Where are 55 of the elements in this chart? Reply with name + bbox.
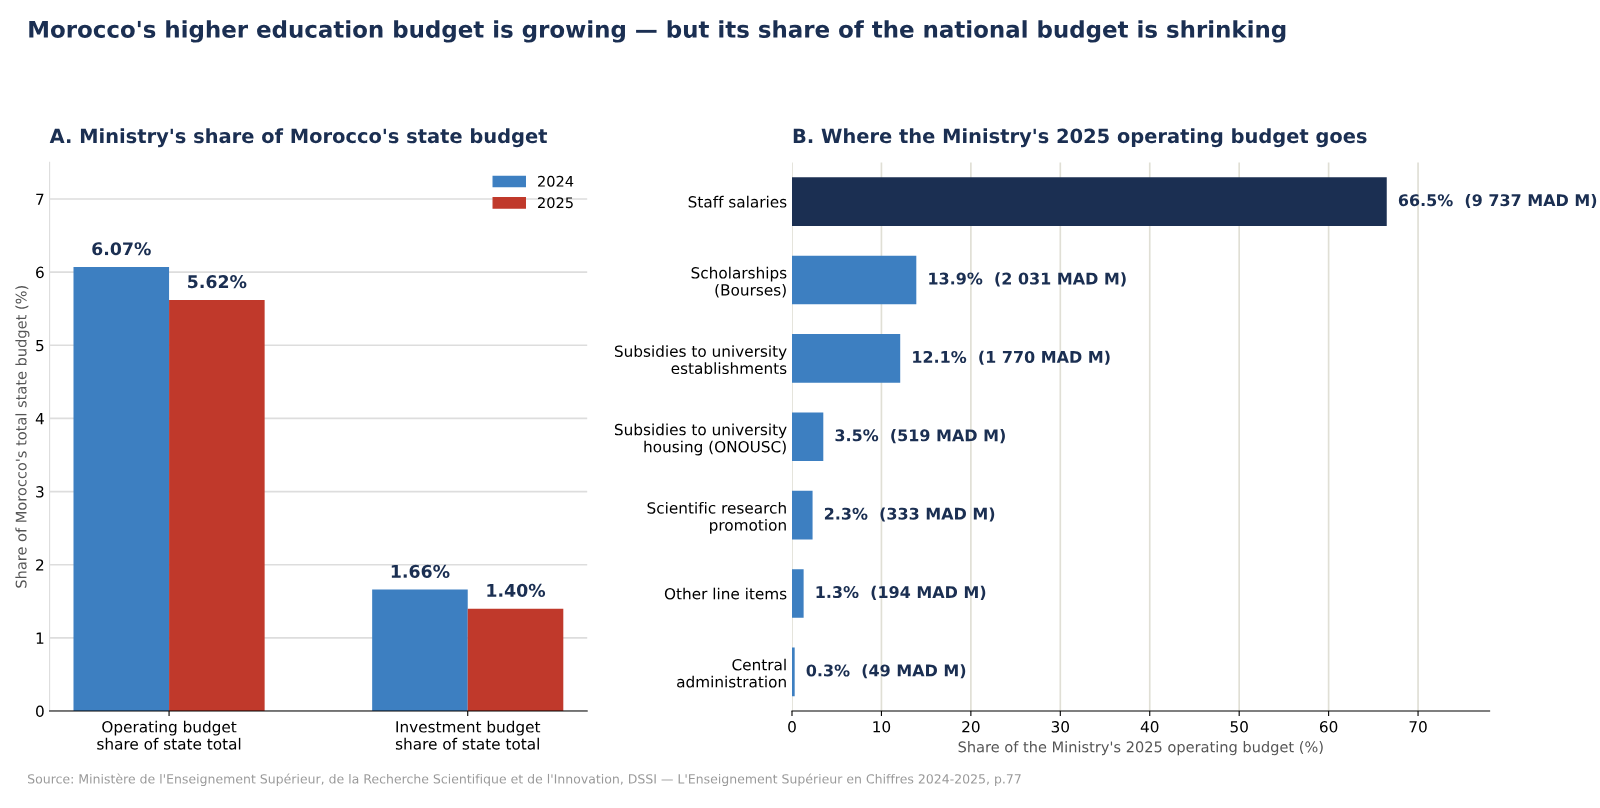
data-label: 13.9% (2 031 MAD M) xyxy=(929,272,1126,287)
x-tick-label: Operating budget share of state total xyxy=(97,720,241,750)
data-label: 5.62% xyxy=(188,275,247,289)
data-label: 0.3% (49 MAD M) xyxy=(806,664,966,679)
bar xyxy=(792,412,824,462)
x-tick-label: 70 xyxy=(1409,721,1427,733)
source-note: Source: Ministère de l'Enseignement Supérieur, de la Recherche Scientifique et de l'Innovation, DSSI — L'Enseignement Supérieur en Chiffres 2024-2025, p.77 xyxy=(28,773,1021,787)
text: Morocco's higher education budget is growing — but its share of the national budget is shrinking xyxy=(29,20,1286,43)
x-tick-label: 0 xyxy=(788,721,796,733)
y-axis-title: Share of Morocco's total state budget (%) xyxy=(15,286,30,588)
chart-title: B. Where the Ministry's 2025 operating budget goes xyxy=(793,128,1367,148)
bar xyxy=(792,490,813,540)
y-tick-label: Staff salaries xyxy=(688,195,787,208)
bar xyxy=(792,255,917,305)
data-label: 66.5% (9 737 MAD M) xyxy=(1398,193,1597,209)
x-tick-label: Investment budget share of state total xyxy=(395,720,541,750)
bar xyxy=(792,647,795,697)
bar xyxy=(792,569,804,618)
chart-title: A. Ministry's share of Morocco's state budget xyxy=(49,128,548,148)
data-label: 1.3% (194 MAD M) xyxy=(816,585,986,600)
bar xyxy=(73,267,170,712)
y-tick-label: 4 xyxy=(35,413,44,425)
bar xyxy=(467,608,564,712)
y-tick-label: 0 xyxy=(36,705,44,718)
x-tick-label: 30 xyxy=(1051,721,1070,733)
y-tick-label: Subsidies to university housing (ONOUSC) xyxy=(614,423,787,456)
y-tick-label: 3 xyxy=(36,486,44,498)
y-tick-label: 7 xyxy=(36,193,44,205)
y-tick-label: 5 xyxy=(36,339,44,352)
bar xyxy=(792,334,901,383)
bar xyxy=(372,589,468,712)
legend-label: 2024 xyxy=(538,175,574,187)
data-label: 3.5% (519 MAD M) xyxy=(835,429,1005,444)
data-label: 12.1% (1 770 MAD M) xyxy=(913,350,1110,365)
data-label: 2.3% (333 MAD M) xyxy=(824,507,995,522)
legend-label: 2025 xyxy=(538,197,573,209)
y-tick-label: Subsidies to university establishments xyxy=(614,345,787,375)
x-axis-title: Share of the Ministry's 2025 operating budget (%) xyxy=(958,741,1323,756)
bar xyxy=(792,177,1387,226)
x-tick-label: 60 xyxy=(1319,721,1338,733)
y-tick-label: Other line items xyxy=(664,587,787,600)
x-tick-label: 10 xyxy=(873,721,891,733)
y-tick-label: 6 xyxy=(36,266,44,279)
data-label: 1.66% xyxy=(391,564,450,578)
y-tick-label: Central administration xyxy=(677,658,786,688)
y-tick-label: Scientific research promotion xyxy=(647,501,786,534)
y-tick-label: Scholarships (Bourses) xyxy=(691,266,787,298)
y-tick-label: 2 xyxy=(36,559,44,571)
x-tick-label: 20 xyxy=(962,721,980,733)
x-tick-label: 40 xyxy=(1140,721,1159,733)
bar xyxy=(169,299,265,712)
x-tick-label: 50 xyxy=(1230,721,1248,733)
data-label: 1.40% xyxy=(487,583,546,597)
data-label: 6.07% xyxy=(92,242,151,256)
y-tick-label: 1 xyxy=(36,632,44,644)
